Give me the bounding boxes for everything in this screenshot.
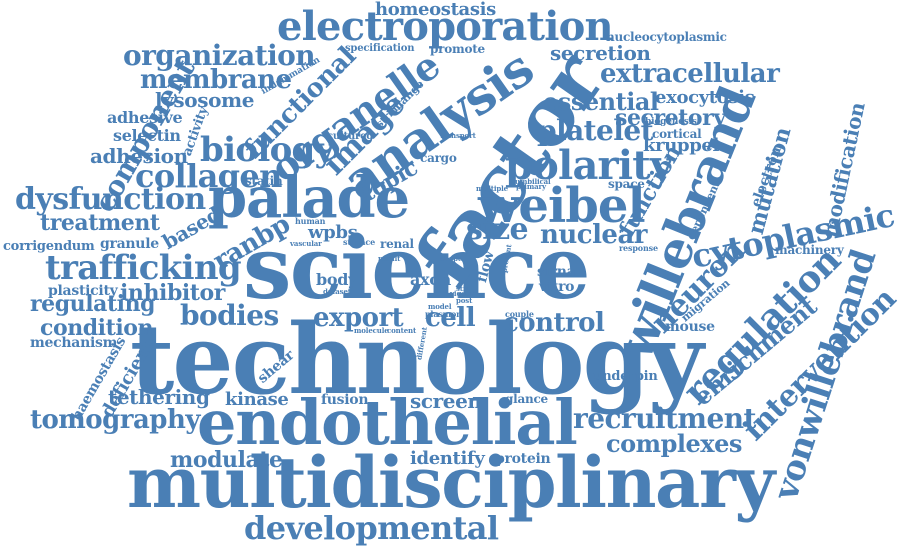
word-homeostasis: homeostasis [375,0,496,20]
word-cortical: cortical [652,127,702,141]
word-plasticity: plasticity [48,283,118,299]
word-mechanism: mechanism [30,335,118,351]
word-secretory: secretory [615,105,726,131]
word-nuclear: nuclear [540,220,647,250]
word-corrigendum: corrigendum [3,239,95,254]
word-platelet: platelet [537,114,654,147]
word-primary: primary [516,182,546,191]
word-statin: statin [245,174,283,188]
word-dataset: dataset [323,287,351,296]
word-secretion: secretion [550,41,651,65]
word-control: control [503,308,605,338]
word-condition: condition [40,315,154,341]
word-selectin: selectin [113,126,181,145]
word-regulating: regulating [30,291,156,317]
word-underpin: underpin [593,369,658,384]
word-tomography: tomography [30,405,200,435]
word-technology: technology [130,303,704,416]
word-cargo: cargo [420,151,457,165]
word-molecule: molecule [354,326,389,335]
word-kinase: kinase [225,389,289,410]
word-trafficking: trafficking [45,248,242,288]
word-developmental: developmental [244,509,499,547]
word-lysosome: lysosome [155,88,255,112]
word-polarity: polarity [505,142,673,189]
word-export: export [313,303,404,333]
word-exocytosis: exocytosis [655,87,755,108]
word-size: size [466,212,529,247]
word-electroporation: electroporation [277,3,614,50]
word-collagen: collagen [135,157,282,195]
word-response: response [619,243,658,253]
word-modulate: modulate [170,447,283,473]
word-human: human [295,216,326,226]
word-stir: stir [456,284,469,293]
word-organization: organization [123,39,316,72]
word-glance: glance [505,392,548,406]
word-extracellular: extracellular [600,59,780,89]
word-cell: cell [425,303,476,333]
word-vascular: vascular [290,239,322,248]
word-space: space [608,177,645,191]
word-complexes: complexes [606,429,742,458]
word-vigour: vigour [450,289,475,298]
word-multidisciplinary: multidisciplinary [127,441,775,524]
word-screen: screen [410,389,482,413]
word-biogenesis: biogenesis [645,117,697,127]
word-nucleocytoplasmic: nucleocytoplasmic [606,30,727,44]
word-palade: palade [208,165,410,231]
word-dysfunction: dysfunction [15,182,206,217]
word-inhibitor: inhibitor [120,280,225,306]
word-science: science [243,218,590,319]
word-wpbs: wpbs [308,222,358,243]
word-mouse: mouse [665,319,715,335]
word-adhesion: adhesion [90,144,188,168]
word-cultured: cultured [327,131,374,142]
word-endothelial: endothelial [197,386,578,459]
word-surface: surface [343,237,376,247]
word-shape: shape [440,254,463,263]
word-transport: transport [440,131,476,140]
word-plasmon: plasmon [425,309,462,319]
word-adhesive: adhesive [107,108,183,127]
word-membrane: membrane [140,65,292,95]
word-machinery: machinery [775,243,844,257]
word-tethering: tethering [108,385,210,409]
word-sirna: sirna [537,264,576,280]
word-identify: identify [410,448,485,469]
word-body: body [316,270,358,289]
word-recruitment: recruitment [573,402,756,435]
word-model: model [428,302,452,311]
word-specification: specification [345,43,415,54]
word-content: content [387,326,417,335]
word-result: result [378,254,401,263]
word-granule: granule [100,236,159,252]
word-biology: biology [200,130,334,170]
word-bodies: bodies [180,299,279,332]
word-essential: essential [543,87,659,116]
word-kruppel: kruppel [643,135,719,156]
word-couple: couple [505,309,534,319]
word-axon: axon [410,270,451,289]
word-vitro: vitro [539,279,575,295]
word-protein: protein [495,451,551,467]
word-post: post [456,296,473,305]
word-multiple: multiple [476,184,508,193]
word-promote: promote [430,42,485,56]
word-fusion: fusion [321,392,369,408]
word-renal: renal [380,237,414,251]
word-weibel: weibel [478,178,646,234]
word-umbilical: umbilical [515,177,551,186]
word-treatment: treatment [40,210,160,236]
